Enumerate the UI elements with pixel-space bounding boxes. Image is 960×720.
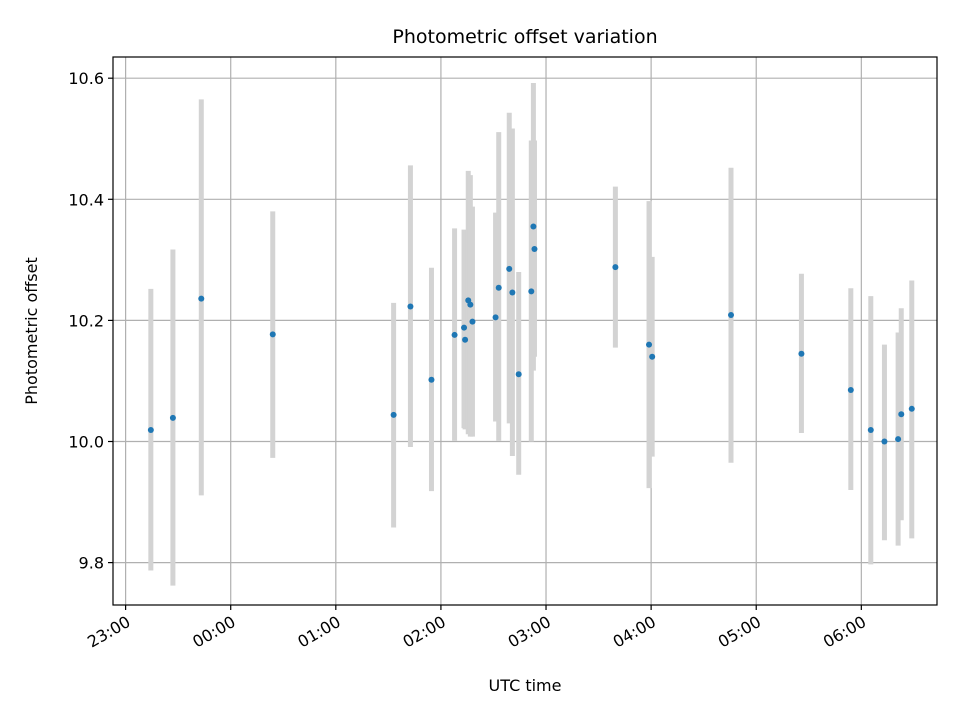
data-point-26 (847, 387, 854, 394)
data-point-15 (506, 265, 513, 272)
data-point-31 (908, 405, 915, 412)
data-point-17 (515, 371, 522, 378)
data-point-0 (147, 427, 154, 434)
y-tick-label-1: 10.0 (68, 433, 104, 452)
data-point-27 (867, 427, 874, 434)
y-tick-label-4: 10.6 (68, 69, 104, 88)
data-point-30 (898, 411, 905, 418)
data-point-16 (509, 289, 516, 296)
data-point-14 (495, 284, 502, 291)
point-layer (147, 223, 915, 445)
data-point-20 (531, 245, 538, 252)
data-point-13 (492, 314, 499, 321)
data-point-2 (198, 295, 205, 302)
plot-frame (112, 56, 938, 606)
data-point-7 (451, 331, 458, 338)
data-point-11 (467, 301, 474, 308)
x-axis-label: UTC time (489, 676, 562, 695)
data-point-3 (269, 331, 276, 338)
data-point-1 (169, 414, 176, 421)
data-point-9 (462, 336, 469, 343)
data-point-5 (407, 303, 414, 310)
data-point-8 (461, 324, 468, 331)
y-tick-label-3: 10.4 (68, 190, 104, 209)
data-point-25 (798, 350, 805, 357)
data-point-6 (428, 376, 435, 383)
data-point-28 (881, 438, 888, 445)
chart-title: Photometric offset variation (392, 26, 657, 48)
y-axis-label: Photometric offset (22, 257, 41, 405)
data-point-22 (646, 341, 653, 348)
data-point-18 (528, 288, 535, 295)
y-tick-label-2: 10.2 (68, 311, 104, 330)
data-point-29 (895, 436, 902, 443)
data-point-4 (390, 411, 397, 418)
data-point-23 (649, 353, 656, 360)
y-tick-label-0: 9.8 (79, 554, 104, 573)
data-point-12 (469, 318, 476, 325)
data-point-21 (612, 264, 619, 271)
data-point-24 (728, 311, 734, 318)
data-point-19 (530, 223, 537, 230)
